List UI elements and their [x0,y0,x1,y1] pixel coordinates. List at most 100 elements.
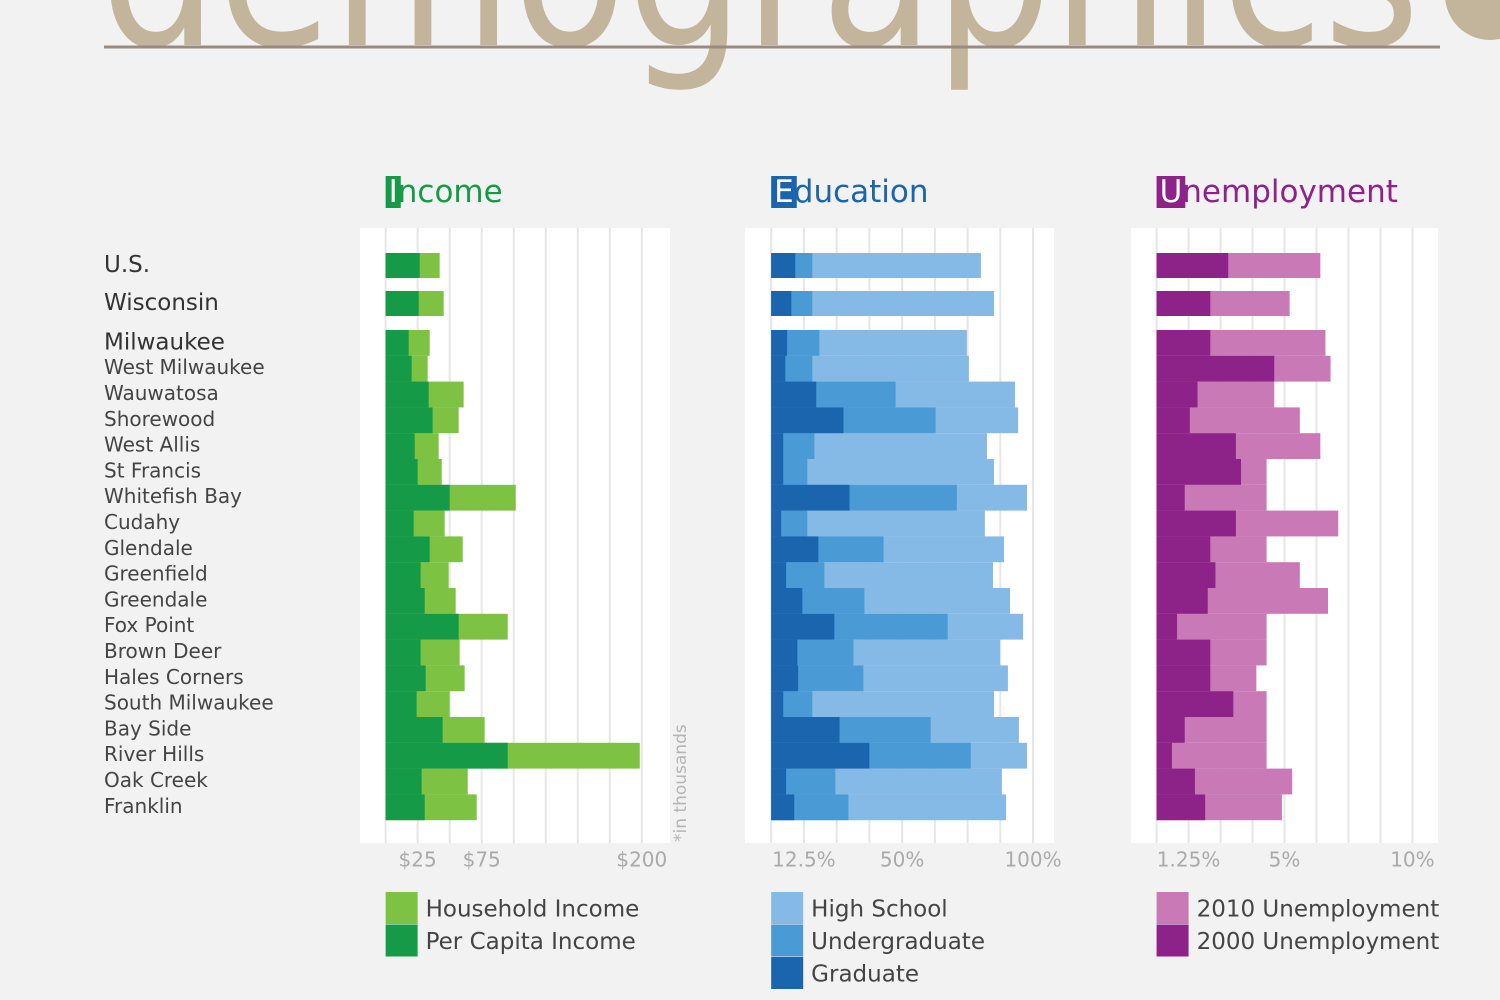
bar [771,717,840,743]
title-rest: ncome [398,174,503,210]
bar [1156,742,1267,769]
title-initial: U [1160,174,1183,210]
bar [385,717,443,743]
legend-swatch [1156,924,1189,957]
legend-label: Household Income [426,897,640,923]
category-label: Whitefish Bay [104,484,242,508]
bar [771,355,786,382]
axis-note: *in thousands [671,724,691,842]
legend-label: High School [811,897,948,923]
bar [771,330,788,356]
bar [771,381,817,408]
category-label: Wisconsin [104,290,219,316]
x-tick-label: $25 [399,848,437,872]
category-label: Brown Deer [104,639,222,663]
bar [385,407,433,434]
bar [1156,691,1234,717]
bar [385,381,429,408]
bar [1156,613,1178,640]
category-label: River Hills [104,742,204,766]
category-label: Shorewood [104,407,215,431]
title-rest: ducation [794,174,929,210]
bar [385,510,414,537]
bar [385,639,421,666]
category-label: Greenfield [104,562,208,586]
bar [771,613,835,640]
x-tick-label: 100% [1004,848,1061,872]
bar [1156,588,1208,614]
category-label: West Milwaukee [104,355,265,379]
bar [771,536,819,563]
x-tick-label: 1.25% [1157,848,1221,872]
x-tick-label: 50% [880,848,924,872]
bar [1156,291,1211,316]
bar [1156,433,1236,459]
bar [771,639,798,666]
title-box [1156,176,1186,208]
chart-title: Unemployment [1160,174,1398,210]
legend-label: Undergraduate [811,929,985,955]
category-label: Milwaukee [104,329,225,355]
bar [1156,484,1185,511]
category-label: Hales Corners [104,665,244,689]
category-label: Cudahy [104,510,180,534]
bar [771,588,803,614]
category-label: Greendale [104,587,207,611]
legend-swatch [1156,892,1189,924]
category-label: St Francis [104,458,201,482]
legend-swatch [385,892,418,924]
title-box [771,176,797,208]
bar [771,433,784,459]
bar [385,665,426,692]
bar [385,691,417,717]
bar [771,665,799,692]
legend-swatch [385,924,418,957]
bar [385,768,422,795]
bar [1156,665,1211,692]
bar [385,536,430,563]
bar [1156,639,1211,666]
legend-label: Per Capita Income [426,929,636,955]
title-box [385,176,401,208]
legend-label: 2000 Unemployment [1197,929,1440,955]
bar [1156,742,1172,769]
bar [1156,510,1236,537]
bar [385,742,508,769]
bar [1156,717,1185,743]
title-rest: nemployment [1182,174,1398,210]
bar [385,484,450,511]
bar [1156,794,1206,821]
bar [385,330,409,356]
bar [771,794,795,821]
bar [1156,536,1211,563]
x-tick-label: 5% [1269,848,1301,872]
legend-label: Graduate [811,962,919,988]
category-label: Bay Side [104,716,191,740]
bar [771,691,784,717]
category-label: West Allis [104,433,200,457]
bar [385,253,420,278]
chart-title: Education [774,174,928,210]
bar [385,794,425,821]
bar [771,291,792,316]
x-tick-label: $75 [463,848,501,872]
x-tick-label: $200 [616,848,667,872]
bar [385,355,412,382]
title-initial: E [774,174,794,210]
bar [385,613,459,640]
bar [771,459,784,485]
bar [385,588,425,614]
bar [771,742,870,769]
bar [1156,330,1211,356]
bar [771,510,782,537]
bar [771,459,995,485]
legend-swatch [771,892,804,924]
bar [1156,459,1242,485]
x-tick-label: 10% [1390,848,1434,872]
bar [385,562,421,588]
bar [385,291,419,316]
category-label: Oak Creek [104,768,208,792]
bar [771,407,844,434]
